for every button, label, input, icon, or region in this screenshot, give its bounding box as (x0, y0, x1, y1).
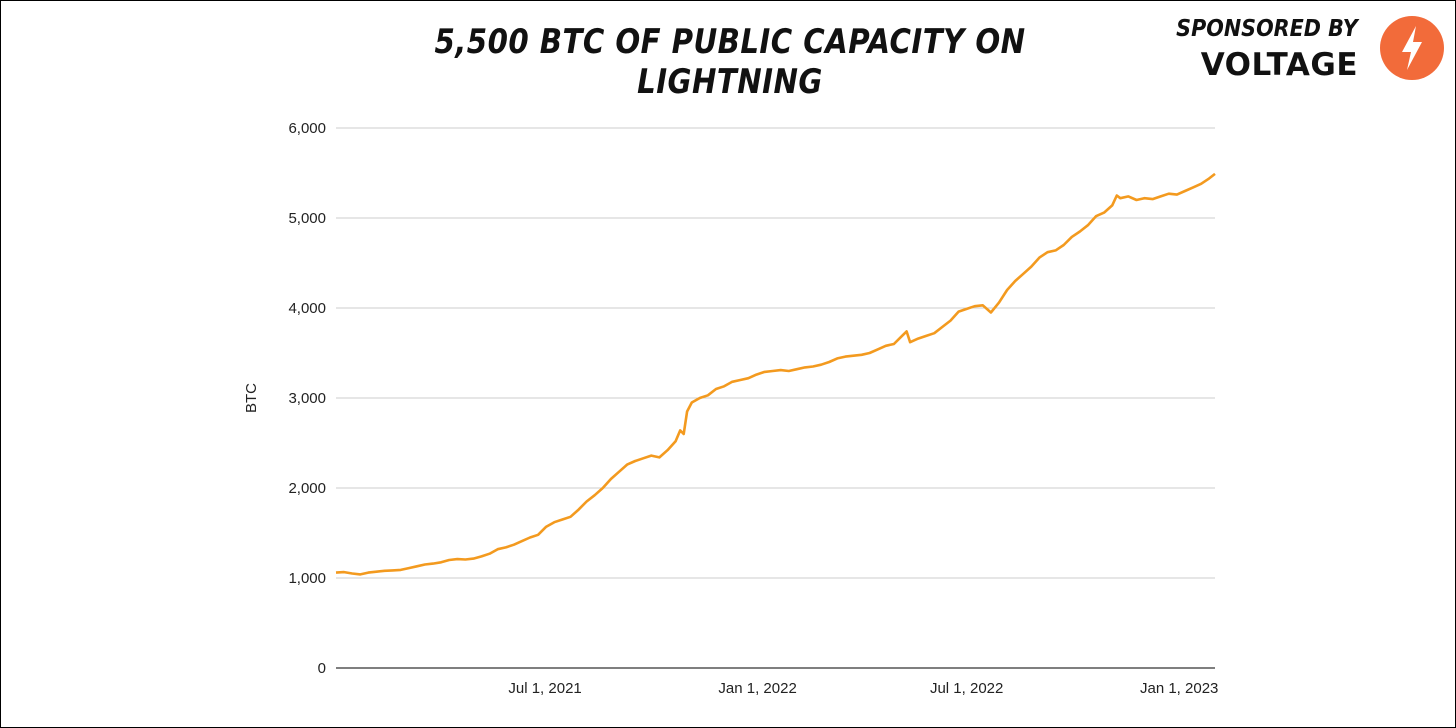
lightning-bolt-icon (1380, 16, 1444, 80)
y-axis-ticks: 0 1,000 2,000 3,000 4,000 5,000 6,000 (288, 120, 326, 677)
grid-lines (336, 127, 1215, 579)
y-tick-label: 1,000 (288, 570, 326, 587)
y-tick-label: 4,000 (288, 300, 326, 317)
y-tick-label: 0 (318, 660, 326, 677)
x-tick-label: Jan 1, 2023 (1140, 680, 1218, 697)
y-axis-label: BTC (243, 383, 260, 413)
series-line-public-capacity (335, 172, 1216, 576)
chart-title: 5,500 BTC OF PUBLIC CAPACITY ON LIGHTNIN… (434, 22, 1026, 102)
sponsor-label: SPONSORED BY (1176, 16, 1358, 42)
x-axis-ticks: Jul 1, 2021 Jan 1, 2022 Jul 1, 2022 Jan 1, … (508, 680, 1218, 697)
sponsor-block: SPONSORED BY VOLTAGE (1176, 12, 1450, 92)
x-tick-label: Jul 1, 2022 (930, 680, 1003, 697)
y-tick-label: 5,000 (288, 210, 326, 227)
x-tick-label: Jan 1, 2022 (718, 680, 796, 697)
x-tick-label: Jul 1, 2021 (508, 680, 581, 697)
y-tick-label: 6,000 (288, 120, 326, 137)
y-tick-label: 2,000 (288, 480, 326, 497)
sponsor-name: VOLTAGE (1200, 47, 1358, 83)
y-tick-label: 3,000 (288, 390, 326, 407)
